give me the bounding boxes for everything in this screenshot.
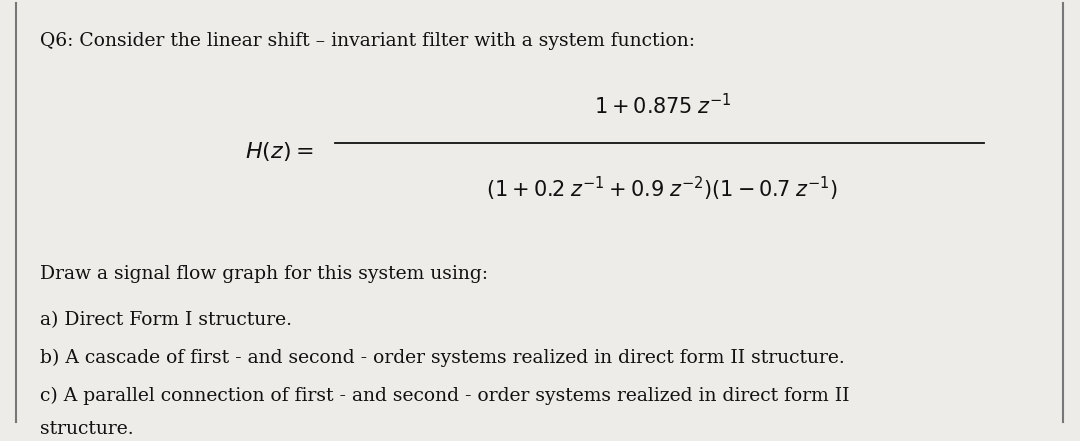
Text: Draw a signal flow graph for this system using:: Draw a signal flow graph for this system… [40, 265, 488, 283]
Text: $(1 + 0.2\;z^{-1} + 0.9\;z^{-2})(1 - 0.7\;z^{-1})$: $(1 + 0.2\;z^{-1} + 0.9\;z^{-2})(1 - 0.7… [486, 175, 838, 203]
Text: Q6: Consider the linear shift – invariant filter with a system function:: Q6: Consider the linear shift – invarian… [40, 32, 696, 50]
Text: c) A parallel connection of first - and second - order systems realized in direc: c) A parallel connection of first - and … [40, 386, 850, 404]
Text: b) A cascade of first - and second - order systems realized in direct form II st: b) A cascade of first - and second - ord… [40, 348, 845, 367]
Text: structure.: structure. [40, 420, 134, 438]
Text: a) Direct Form I structure.: a) Direct Form I structure. [40, 311, 293, 329]
Text: $1 + 0.875\;z^{-1}$: $1 + 0.875\;z^{-1}$ [594, 93, 731, 118]
Text: $H(z) =$: $H(z) =$ [245, 140, 314, 163]
